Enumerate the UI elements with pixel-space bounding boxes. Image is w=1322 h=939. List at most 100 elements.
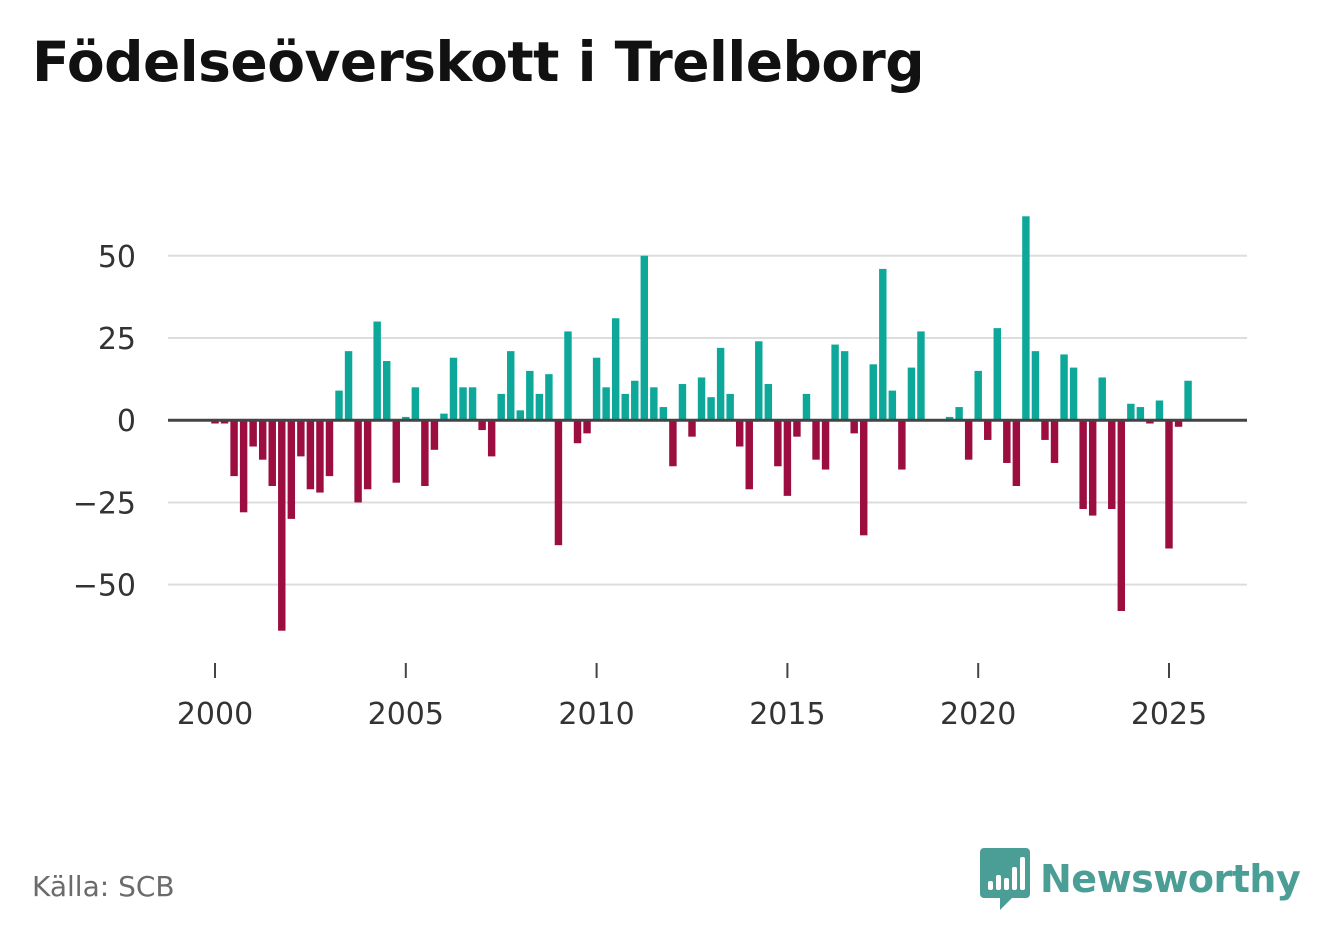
bar [1117,420,1126,611]
bar [297,420,305,457]
bar [535,393,544,421]
bar [316,420,324,493]
bar [459,387,467,421]
bar [602,387,610,421]
bar [220,420,229,424]
bar [211,420,219,424]
bar [258,420,267,460]
bar [726,393,734,421]
gridlines [168,254,1247,586]
bar [1003,420,1011,463]
bar [1031,351,1040,421]
x-tick-label: 2015 [749,697,825,732]
bar [621,393,629,421]
bar [1146,420,1154,424]
bar [497,393,505,421]
chart-title: Födelseöverskott i Trelleborg [32,30,925,94]
bar [1022,216,1030,421]
bar [411,387,420,421]
bar [516,410,524,421]
y-tick-label: −25 [73,486,136,521]
bar [325,420,334,477]
bar [631,380,639,421]
bar-chart-speech-bubble-icon [980,848,1030,910]
bar [802,393,811,421]
bar [879,268,887,421]
bar [659,407,668,421]
bar [697,377,706,421]
bar [1184,380,1192,421]
bar [373,321,381,421]
bar [964,420,973,460]
bar [230,420,238,477]
bar [402,416,410,421]
bar [564,331,572,421]
x-tick-label: 2000 [177,697,253,732]
y-tick-label: −50 [73,569,136,604]
bar [1165,420,1173,549]
bar [468,387,477,421]
bar [1069,367,1078,421]
x-tick-label: 2010 [558,697,634,732]
bar [1088,420,1097,516]
bar [1041,420,1049,440]
bar [917,331,925,421]
bar [1079,420,1087,510]
y-tick-label: 25 [98,322,136,357]
y-tick-label: 0 [117,404,136,439]
bar [545,374,553,421]
bar [487,420,496,457]
bar [774,420,782,467]
bar [278,420,286,631]
bar [287,420,296,519]
bar [1060,354,1068,421]
bar [1155,400,1164,421]
bar [1098,377,1106,421]
bar [869,364,877,421]
bar [268,420,276,486]
bars [211,216,1192,631]
bar [812,420,820,460]
bar [945,416,954,421]
bar [907,367,916,421]
bar [840,351,849,421]
bar [1136,407,1145,421]
bar [783,420,792,496]
x-tick-label: 2025 [1131,697,1207,732]
source-note: Källa: SCB [32,870,175,903]
bar [707,397,715,421]
bar [1050,420,1059,463]
bar [955,407,963,421]
bar [1108,420,1116,510]
bar [984,420,992,440]
bar [583,420,591,434]
bar [449,357,458,421]
bar [611,318,620,421]
bar [735,420,744,447]
bar [554,420,563,546]
bar [669,420,677,467]
bar [831,344,839,421]
bar [678,384,687,421]
bar [239,420,248,513]
bar [821,420,830,470]
bar [306,420,315,490]
bar [478,420,486,431]
bar [421,420,429,486]
newsworthy-logo: Newsworthy [980,848,1301,910]
bar [898,420,906,470]
bar [1012,420,1021,486]
bar [860,420,868,536]
y-tick-label: 50 [98,240,136,275]
bar [383,361,391,421]
bar [354,420,362,503]
bar [993,328,1001,421]
bar [507,351,515,421]
bar [335,390,343,421]
x-tick-label: 2020 [940,697,1016,732]
bar [1127,403,1135,421]
bar [392,420,400,483]
bar [888,390,897,421]
bar [688,420,696,437]
